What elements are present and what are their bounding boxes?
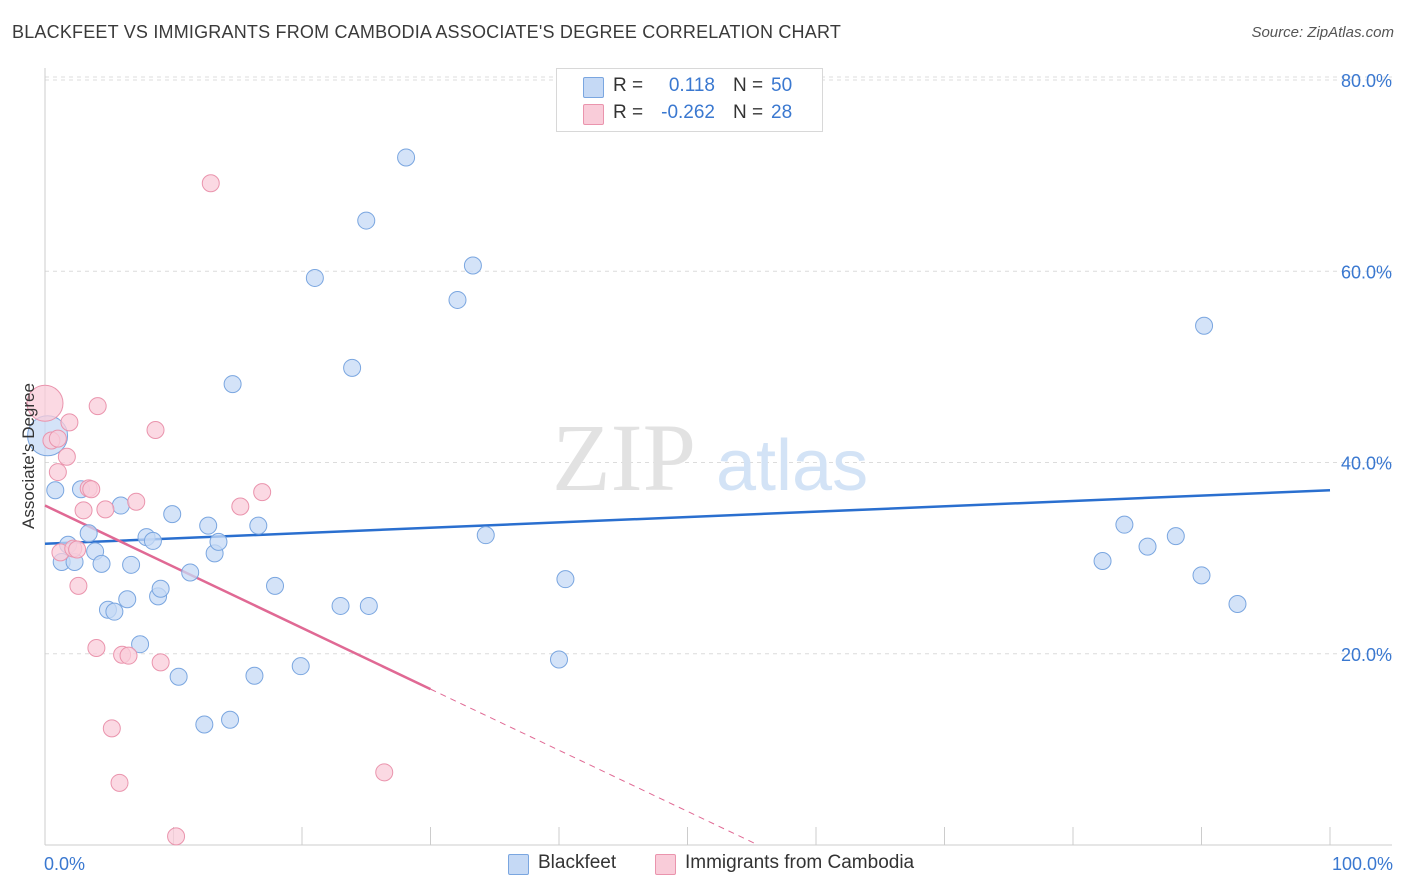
cambodia-point — [253, 483, 272, 502]
x-tick-label: 100.0% — [1332, 854, 1393, 874]
cambodia-point — [375, 763, 394, 782]
stats-legend-row-blackfeet: R = 0.118 N = 50 — [557, 74, 822, 100]
r-value: 0.118 — [668, 75, 715, 96]
cambodia-point — [60, 413, 79, 432]
blackfeet-point — [221, 710, 240, 729]
blackfeet-legend-swatch — [508, 854, 529, 875]
blackfeet-point — [550, 650, 568, 669]
cambodia-point — [26, 384, 64, 422]
stats-legend-row-cambodia: R = -0.262 N = 28 — [557, 101, 822, 127]
watermark: ZIP atlas — [552, 404, 868, 511]
cambodia-point — [127, 492, 146, 511]
cambodia-legend-swatch — [655, 854, 676, 875]
blackfeet-point — [46, 481, 65, 500]
blackfeet-point — [143, 531, 162, 550]
blackfeet-point — [1192, 566, 1211, 585]
cambodia-point — [82, 480, 101, 499]
cambodia-point — [48, 463, 67, 482]
cambodia-point — [87, 639, 106, 658]
cambodia-point — [102, 719, 121, 738]
blackfeet-point — [476, 526, 495, 545]
blackfeet-point — [169, 667, 188, 686]
cambodia-swatch — [583, 104, 604, 125]
r-label: R = — [613, 102, 644, 123]
n-value: 50 — [771, 75, 793, 96]
n-label: N = — [733, 75, 764, 96]
blackfeet-point — [556, 570, 575, 589]
cambodia-point — [68, 540, 87, 559]
blackfeet-point — [105, 602, 124, 621]
cambodia-point — [146, 420, 165, 439]
y-tick-label: 60.0% — [1341, 262, 1392, 282]
cambodia-point — [231, 497, 250, 516]
blackfeet-point — [249, 516, 268, 535]
watermark-atlas: atlas — [716, 426, 868, 506]
blackfeet-point — [223, 375, 242, 394]
blackfeet-point — [357, 211, 376, 230]
cambodia-point — [88, 397, 107, 416]
blackfeet-point — [463, 256, 482, 275]
blackfeet-point — [266, 576, 285, 595]
cambodia-point — [201, 174, 220, 193]
r-label: R = — [613, 75, 644, 96]
chart-title: BLACKFEET VS IMMIGRANTS FROM CAMBODIA AS… — [12, 22, 842, 42]
cambodia-legend-label: Immigrants from Cambodia — [685, 852, 915, 873]
blackfeet-point — [397, 148, 416, 167]
blackfeet-point — [118, 590, 137, 609]
cambodia-point — [151, 653, 170, 672]
blackfeet-point — [111, 496, 130, 515]
r-value: -0.262 — [661, 102, 715, 123]
blackfeet-point — [131, 635, 150, 654]
x-tick-label: 0.0% — [44, 854, 85, 874]
blackfeet-legend-label: Blackfeet — [538, 852, 617, 873]
blackfeet-point — [291, 657, 310, 676]
n-value: 28 — [771, 102, 793, 123]
blackfeet-swatch — [583, 77, 604, 98]
n-label: N = — [733, 102, 764, 123]
blackfeet-point — [1138, 537, 1157, 556]
cambodia-point — [119, 646, 138, 665]
cambodia-point — [110, 773, 129, 792]
blackfeet-point — [331, 596, 350, 615]
blackfeet-trend-line — [44, 488, 1331, 546]
blackfeet-point — [199, 516, 218, 535]
blackfeet-point — [79, 524, 98, 543]
cambodia-point — [96, 500, 115, 519]
y-tick-label: 20.0% — [1341, 645, 1392, 665]
watermark-zip: ZIP — [552, 404, 696, 511]
y-tick-label: 80.0% — [1341, 71, 1392, 91]
y-tick-label: 40.0% — [1341, 454, 1392, 474]
cambodia-point — [69, 576, 88, 595]
cambodia-trend-extension — [430, 688, 759, 846]
blackfeet-point — [359, 596, 378, 615]
blackfeet-point — [245, 666, 264, 685]
stats-legend: R = 0.118 N = 50 R = -0.262 N = 28 — [556, 68, 823, 132]
blackfeet-point — [209, 532, 228, 551]
blackfeet-point — [1093, 551, 1112, 570]
cambodia-point — [74, 501, 93, 520]
blackfeet-point — [181, 563, 200, 582]
blackfeet-point — [305, 268, 324, 287]
blackfeet-point — [1228, 595, 1247, 614]
blackfeet-point — [163, 505, 182, 524]
blackfeet-point — [1166, 527, 1185, 546]
blackfeet-point — [1195, 316, 1214, 335]
blackfeet-point — [122, 555, 141, 574]
blackfeet-point — [343, 358, 362, 377]
blackfeet-point — [195, 715, 214, 734]
blackfeet-point — [151, 579, 170, 598]
cambodia-point — [167, 827, 186, 846]
cambodia-point — [57, 447, 76, 466]
cambodia-point — [48, 429, 67, 448]
blackfeet-point — [92, 554, 111, 573]
blackfeet-point — [448, 290, 467, 309]
source-label: Source: ZipAtlas.com — [1251, 24, 1394, 41]
y-axis-label: Associate's Degree — [19, 383, 38, 529]
cambodia-trend-line — [44, 504, 432, 691]
blackfeet-point — [1115, 515, 1134, 534]
